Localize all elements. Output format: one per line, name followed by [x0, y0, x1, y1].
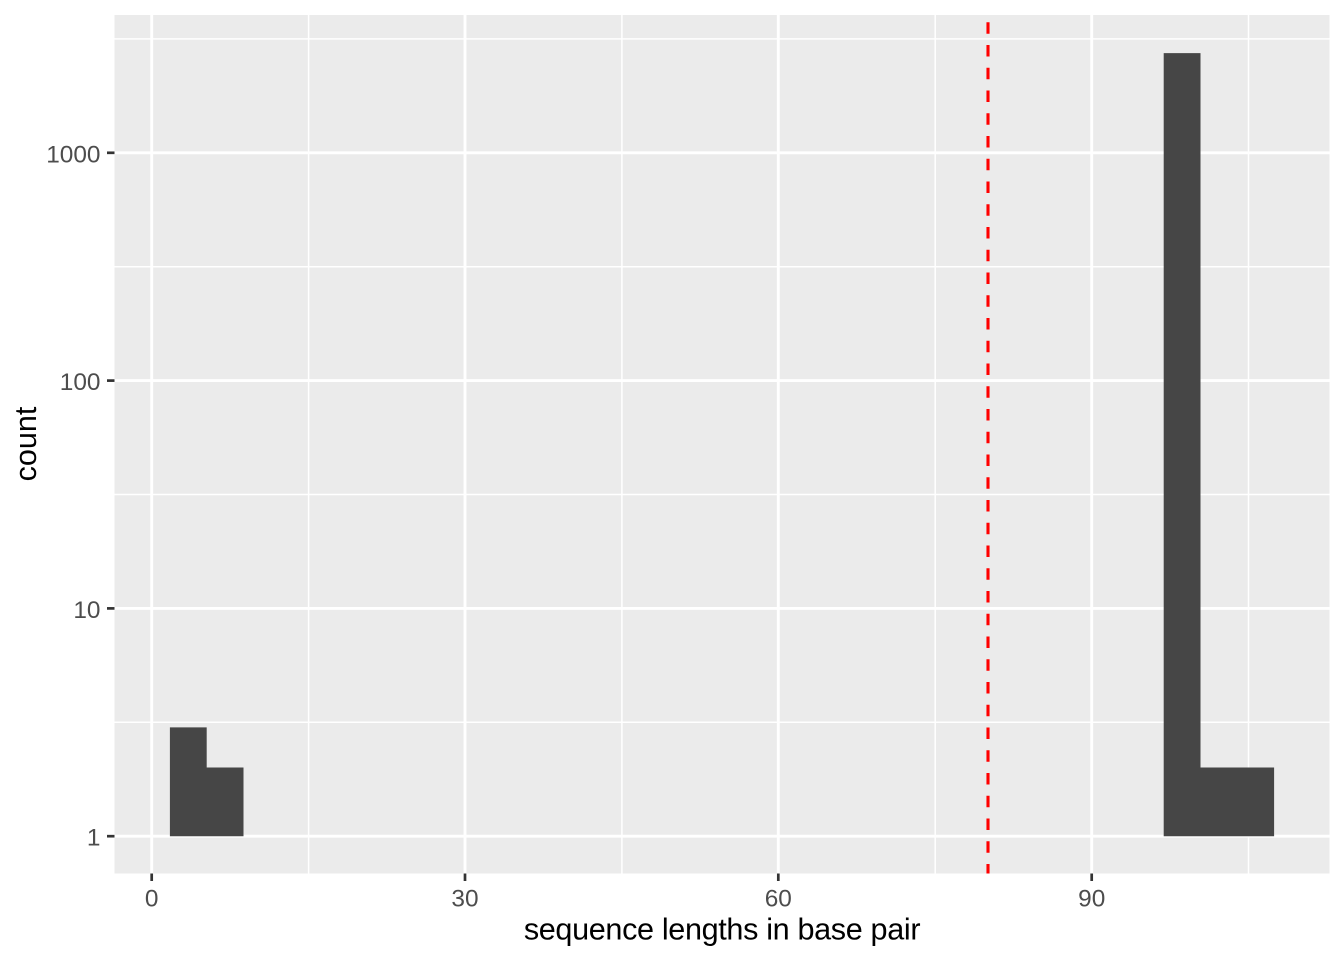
- svg-text:count: count: [9, 406, 43, 481]
- svg-text:1000: 1000: [46, 141, 100, 168]
- svg-text:90: 90: [1078, 886, 1105, 913]
- svg-text:10: 10: [73, 597, 100, 624]
- svg-text:1: 1: [87, 825, 101, 852]
- svg-text:0: 0: [145, 886, 159, 913]
- svg-text:60: 60: [765, 886, 792, 913]
- svg-text:100: 100: [60, 369, 101, 396]
- svg-text:sequence lengths in base pair: sequence lengths in base pair: [524, 913, 921, 947]
- svg-text:30: 30: [451, 886, 478, 913]
